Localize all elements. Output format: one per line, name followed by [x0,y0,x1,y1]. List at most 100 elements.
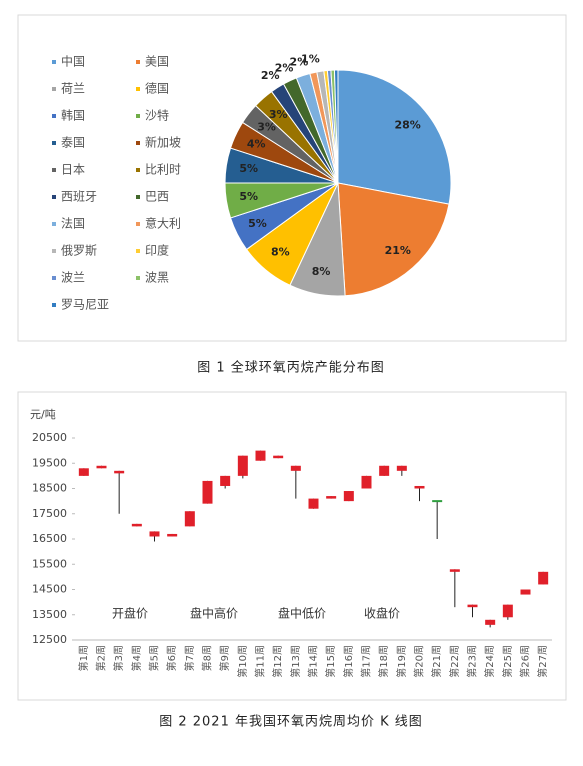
candle-body [502,604,513,618]
candle-body [343,491,354,502]
x-tick-label: 第2周 [95,645,108,671]
x-tick-label: 第26周 [519,645,532,678]
legend-swatch [136,141,140,145]
legend-label: 西班牙 [61,190,97,204]
x-tick-label: 第18周 [377,645,390,678]
candle-body [449,569,460,572]
x-tick-label: 第11周 [254,645,267,678]
data-label: 2% [261,69,280,82]
x-tick-label: 第21周 [430,645,443,678]
data-label: 1% [301,52,320,65]
data-label: 8% [271,246,290,259]
x-tick-label: 第25周 [501,645,514,678]
legend-label: 新加坡 [145,135,181,150]
legend-swatch [52,276,56,280]
candle-body [220,475,231,486]
legend-label: 开盘价 [112,606,148,621]
legend-label: 沙特 [145,108,169,123]
data-label: 28% [394,118,420,131]
legend-label: 意大利 [145,216,181,231]
legend-label: 中国 [61,54,85,69]
candle-body [414,485,425,489]
candle-body [361,475,372,489]
x-tick-label: 第22周 [448,645,461,678]
data-label: 4% [247,138,266,151]
data-label: 3% [257,121,276,134]
candle-body [255,450,266,461]
legend-swatch [52,168,56,172]
legend-label: 韩国 [61,108,85,123]
candle-body [520,589,531,595]
candle-body [149,531,160,537]
pie-slice [333,69,339,184]
y-tick-label: 17500 [32,507,67,520]
candle-body [396,465,407,471]
candle-body [326,496,337,499]
x-tick-label: 第7周 [183,645,196,671]
data-label: 2% [275,61,294,74]
legend-swatch [52,222,56,226]
y-tick-label: 16500 [32,532,67,545]
x-tick-label: 第13周 [289,645,302,678]
candle-body [538,571,549,585]
legend-label: 罗马尼亚 [61,298,109,312]
data-label: 5% [239,162,258,175]
x-tick-label: 第12周 [271,645,284,678]
candle-body [290,465,301,471]
figure-1-caption: 图 1 全球环氧丙烷产能分布图 [197,360,385,376]
legend-label: 美国 [145,55,169,69]
figure-2-caption: 图 2 2021 年我国环氧丙烷周均价 K 线图 [159,715,423,730]
legend-label: 收盘价 [364,606,400,621]
x-tick-label: 第4周 [130,645,143,671]
candle-body [184,511,195,527]
data-label: 3% [269,108,288,121]
candle-body [273,455,284,459]
y-tick-label: 12500 [32,633,67,646]
legend-swatch [136,114,140,118]
candle-body [202,480,213,504]
pie-slice [337,69,452,205]
x-tick-label: 第3周 [112,645,125,671]
legend-label: 泰国 [61,136,85,150]
candle-body [485,619,496,625]
data-label: 21% [385,244,411,257]
candle-body [467,604,478,608]
x-tick-label: 第24周 [483,645,496,678]
data-label: 8% [312,265,331,278]
y-tick-label: 19500 [32,456,67,469]
x-tick-label: 第6周 [165,645,178,671]
legend-swatch [136,87,140,91]
y-axis-label: 元/吨 [30,408,56,421]
x-tick-label: 第9周 [218,645,231,671]
x-tick-label: 第23周 [466,645,479,678]
figure-2-frame [17,391,567,701]
legend-label: 法国 [61,217,85,231]
legend-swatch [52,114,56,118]
legend-label: 巴西 [145,190,169,204]
candle-body [131,523,142,527]
x-tick-label: 第15周 [324,645,337,678]
x-tick-label: 第8周 [201,645,214,671]
legend-label: 盘中低价 [278,606,326,621]
x-tick-label: 第27周 [536,645,549,678]
data-label: 2% [290,56,309,69]
legend-label: 俄罗斯 [61,244,97,258]
data-label: 5% [239,190,258,203]
x-tick-label: 第14周 [307,645,320,678]
y-tick-label: 15500 [32,557,67,570]
legend-label: 比利时 [145,163,181,177]
candle-body [167,533,178,537]
legend-label: 日本 [61,163,85,177]
legend-label: 波兰 [61,271,85,285]
legend-swatch [136,222,140,226]
candle-body [237,455,248,476]
legend-label: 波黑 [145,271,169,285]
legend-swatch [52,60,56,64]
legend-swatch [52,141,56,145]
x-tick-label: 第17周 [360,645,373,678]
candle-body [78,468,89,476]
candle-body [308,498,319,509]
legend-label: 盘中高价 [190,606,238,621]
